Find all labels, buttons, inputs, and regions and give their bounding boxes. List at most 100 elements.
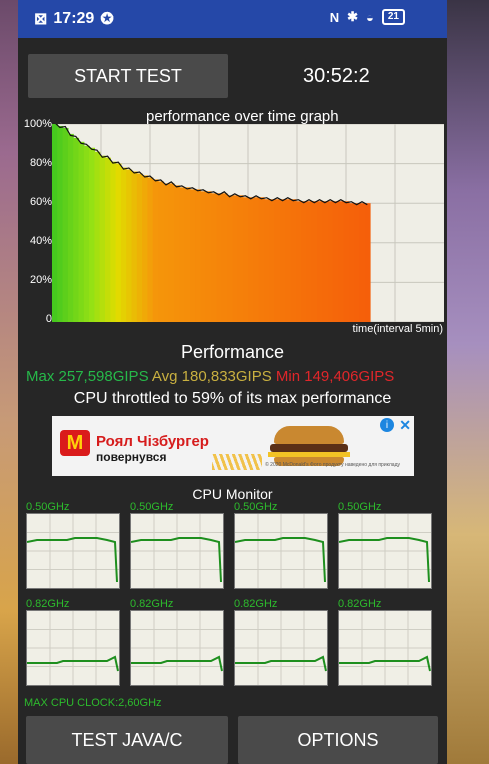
core-trace-svg [235,611,327,685]
performance-bar [311,201,318,322]
performance-bar [152,179,159,322]
burger-cheese [268,452,350,457]
status-bar: ⊠ 17:29 ✪ N ✱ ◒ 21 [18,0,447,38]
performance-bar [136,173,143,322]
performance-bar [338,201,345,322]
core-frequency-trace [235,655,327,672]
cpu-core-graph: 0.50GHz [22,501,120,589]
core-frequency: 0.50GHz [26,501,70,513]
core-trace-svg [131,611,223,685]
core-frequency-trace [131,537,222,583]
performance-bar [52,124,58,322]
performance-bar [120,167,127,322]
core-plot [338,610,432,686]
battery-icon: 21 [381,9,405,25]
performance-bar [317,201,323,322]
core-plot [130,513,224,589]
performance-bar [147,177,154,322]
performance-bar [158,181,164,322]
performance-bar [179,187,186,322]
y-tick-label: 100% [23,118,52,130]
cpu-monitor-grid: 0.50GHz 0.50GHz 0.50GHz 0.50GHz 0.82GHz … [22,501,443,711]
performance-bar [295,201,302,322]
performance-bar [216,193,223,322]
performance-bar [364,203,371,322]
start-test-button[interactable]: START TEST [28,54,228,98]
performance-bar [301,201,307,322]
cpu-core-graph: 0.50GHz [126,501,224,589]
performance-bar [73,137,80,322]
cpu-core-graph: 0.82GHz [22,598,120,686]
performance-bar [348,203,355,322]
performance-bar [94,151,101,322]
performance-bar [285,199,292,322]
avg-performance: Avg 180,833GIPS [151,368,272,385]
core-frequency-trace [339,537,430,583]
ad-info-icon[interactable]: i [380,418,394,432]
burger-patty [270,444,348,452]
core-frequency: 0.82GHz [338,598,382,610]
core-trace-svg [27,514,119,588]
burger-bun-bottom [274,457,344,466]
performance-bar [354,203,360,322]
performance-bar [184,187,191,322]
core-plot [130,610,224,686]
cpu-core-graph: 0.50GHz [334,501,432,589]
performance-bar [67,133,74,322]
background-blur-left [0,0,18,764]
performance-bar [269,199,276,322]
mcdonalds-logo-icon: M [60,430,90,456]
phone-screen: ⊠ 17:29 ✪ N ✱ ◒ 21 START TEST 30:52:2 pe… [18,0,447,764]
core-plot [26,513,120,589]
performance-bar [327,201,334,322]
performance-bar [258,197,265,322]
core-frequency: 0.50GHz [130,501,174,513]
performance-bar [248,197,254,322]
graph-y-axis: 100% 80% 60% 40% 20% 0 [18,118,52,328]
core-trace-svg [339,514,431,588]
performance-bar [221,193,228,322]
performance-bar [322,201,329,322]
core-frequency: 0.82GHz [26,598,70,610]
performance-bar [195,189,201,322]
advertisement-banner[interactable]: M Роял Чізбургер повернувся i ✕ © 2020 M… [52,416,414,476]
core-plot [338,513,432,589]
performance-bar [242,197,249,322]
ad-close-icon[interactable]: ✕ [399,417,411,433]
core-frequency: 0.82GHz [234,598,278,610]
performance-bar [189,189,196,322]
min-performance: Min 149,406GIPS [275,368,395,385]
core-trace-svg [131,514,223,588]
performance-bar [110,161,117,322]
performance-bar [237,195,244,322]
performance-bar [279,199,286,322]
cpu-core-graph: 0.82GHz [230,598,328,686]
graph-title: performance over time graph [146,108,339,125]
core-frequency-trace [235,537,326,583]
performance-bar [264,199,270,322]
performance-bar [211,193,217,322]
options-button[interactable]: OPTIONS [238,716,438,764]
test-java-c-button[interactable]: TEST JAVA/C [26,716,228,764]
graph-x-axis-label: time(interval 5min) [352,323,443,335]
performance-bar [274,199,281,322]
performance-bar [57,125,64,322]
sync-icon: ✪ [100,11,114,28]
performance-bar [126,169,133,322]
y-tick-label: 40% [29,235,52,247]
status-time: 17:29 [53,10,95,27]
cpu-monitor-title: CPU Monitor [192,486,273,502]
performance-bar [168,183,175,322]
performance-bar [89,147,95,322]
notification-icon: ⊠ [34,11,48,28]
performance-bar [115,163,122,322]
wifi-icon: ◒ [366,9,374,25]
performance-bar [83,145,90,322]
performance-bar [173,185,180,322]
nfc-icon: N [329,9,340,25]
performance-chart-svg [52,124,444,322]
core-trace-svg [27,611,119,685]
max-performance: Max 257,598GIPS [26,368,149,385]
fries-image [212,454,262,470]
ad-subheadline: повернувся [96,450,167,464]
